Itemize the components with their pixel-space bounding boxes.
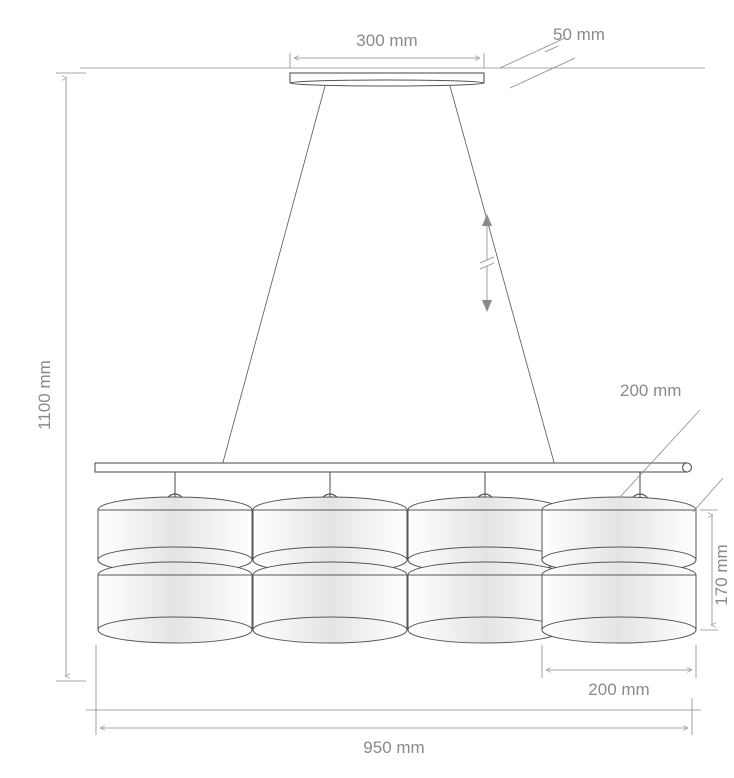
dim-total-height-label: 1100 mm bbox=[35, 360, 54, 430]
dim-shade-height-label: 170 mm bbox=[712, 544, 731, 605]
dim-total-width: 950 mm bbox=[96, 645, 692, 757]
lamp-shade-4 bbox=[542, 497, 696, 643]
dim-shade-depth-label: 200 mm bbox=[620, 381, 681, 400]
dim-total-width-label: 950 mm bbox=[363, 738, 424, 757]
dim-plate-depth: 50 mm bbox=[500, 25, 605, 88]
lamp-shade-3 bbox=[408, 497, 562, 643]
ceiling-plate bbox=[290, 73, 484, 86]
dim-shade-depth: 200 mm bbox=[620, 381, 723, 512]
dim-shade-width: 200 mm bbox=[542, 645, 696, 699]
dim-plate-length: 300 mm bbox=[290, 31, 484, 68]
dim-shade-height: 170 mm bbox=[700, 510, 731, 630]
lamp-shade-1 bbox=[98, 497, 252, 643]
wire-right bbox=[450, 86, 555, 466]
dim-plate-length-label: 300 mm bbox=[356, 31, 417, 50]
lamp-shade-2 bbox=[253, 497, 407, 643]
dim-shade-width-label: 200 mm bbox=[588, 680, 649, 699]
horizontal-bar bbox=[95, 463, 692, 472]
wire-left bbox=[222, 86, 325, 466]
lamp-technical-drawing: 1100 mm 300 mm 50 mm bbox=[0, 0, 734, 778]
dim-total-height: 1100 mm bbox=[35, 78, 66, 676]
adjustable-height-icon bbox=[480, 214, 494, 312]
dim-plate-depth-label: 50 mm bbox=[553, 25, 605, 44]
